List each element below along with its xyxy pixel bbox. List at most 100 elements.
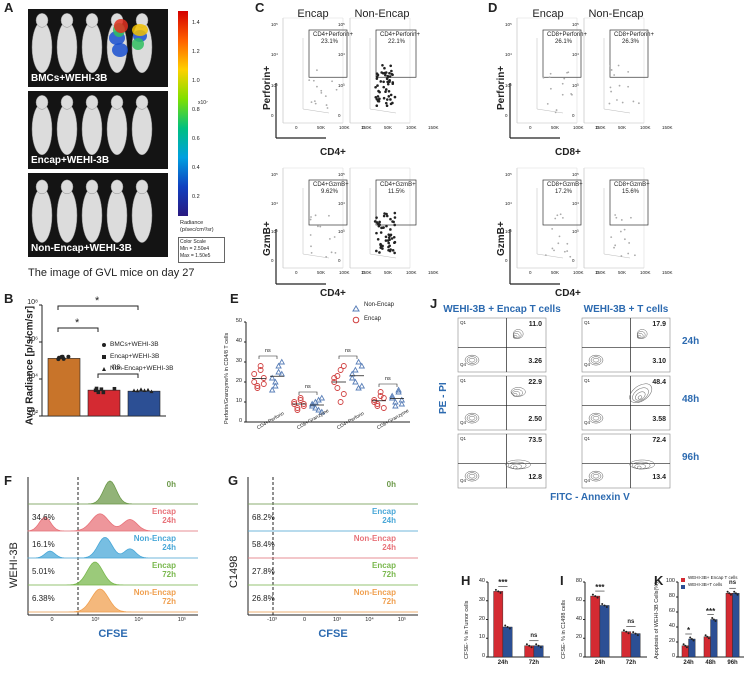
j-q3-value: 3.58 bbox=[652, 416, 666, 423]
flow-event bbox=[328, 238, 331, 240]
hist-pct: 26.8% bbox=[252, 594, 275, 603]
e-point-nonencap bbox=[398, 400, 406, 407]
flow-xtick: 0 bbox=[295, 125, 298, 130]
k-ylabel: Apoptosis of WEHI-3B Cells(%) bbox=[654, 581, 660, 659]
flow-event bbox=[609, 86, 612, 89]
flow-event bbox=[546, 102, 549, 105]
hist-sample-time: 72h bbox=[382, 597, 396, 606]
hist-sample-name: 0h bbox=[386, 480, 396, 489]
c-col-title: Encap bbox=[297, 8, 329, 20]
flow-event bbox=[610, 69, 613, 71]
flow-ytick: 10⁴ bbox=[572, 52, 579, 58]
hist-sample-time: 24h bbox=[162, 516, 176, 525]
hist-xtick: 10³ bbox=[333, 617, 341, 623]
flow-ytick: 0 bbox=[572, 113, 575, 118]
flow-event bbox=[326, 107, 329, 109]
signal-spot bbox=[132, 38, 144, 50]
i-bar bbox=[599, 605, 610, 658]
panel-e-label: E bbox=[230, 291, 239, 306]
k-xtick-label: 24h bbox=[683, 660, 694, 666]
mouse-head bbox=[35, 95, 49, 110]
flow-gate-name: CD8+Perforin+ bbox=[547, 32, 588, 38]
color-scale-min: Min = 2.50e4 bbox=[180, 246, 210, 252]
j-q3-value: 13.4 bbox=[652, 474, 666, 481]
j-q4-label: Q4 bbox=[584, 420, 591, 425]
mouse-head bbox=[35, 179, 49, 195]
k-sig-label: * bbox=[686, 626, 691, 635]
flow-event bbox=[384, 235, 388, 239]
flow-ytick: 10³ bbox=[338, 229, 345, 235]
e-point-encap bbox=[340, 363, 347, 369]
flow-event bbox=[542, 76, 545, 79]
k-point bbox=[736, 593, 739, 596]
hist-xtick: 10⁴ bbox=[365, 617, 374, 623]
color-scale-box bbox=[178, 237, 225, 263]
flow-event bbox=[376, 95, 380, 98]
e-legend-marker bbox=[352, 316, 360, 324]
hist-curve bbox=[28, 561, 198, 586]
h-point bbox=[508, 627, 511, 630]
k-point bbox=[734, 592, 737, 595]
flow-gate-name: CD8+Perforin+ bbox=[614, 32, 655, 38]
flow-event bbox=[387, 89, 391, 93]
h-point bbox=[530, 646, 533, 649]
flow-event bbox=[570, 93, 573, 95]
hist-xtick: 10⁴ bbox=[134, 617, 143, 623]
e-point-nonencap bbox=[268, 374, 276, 381]
flow-ytick: 10⁴ bbox=[271, 200, 278, 206]
hist-pct: 6.38% bbox=[32, 594, 55, 603]
radiance-colorbar bbox=[178, 11, 188, 216]
flow-xtick: 150K bbox=[662, 270, 673, 275]
e-ytick-label: 50 bbox=[235, 318, 242, 324]
panel-d-label: D bbox=[488, 0, 498, 15]
j-q3-value: 12.8 bbox=[528, 474, 542, 481]
flow-event bbox=[393, 211, 397, 215]
flow-xtick: 100K bbox=[339, 125, 350, 130]
colorbar-tick: 0.8 bbox=[192, 107, 200, 113]
mouse-head bbox=[85, 95, 99, 110]
hist-sample-time: 72h bbox=[162, 597, 176, 606]
h-point bbox=[535, 643, 538, 646]
flow-event bbox=[375, 231, 378, 235]
flow-xtick: 100K bbox=[640, 270, 651, 275]
e-point-encap bbox=[257, 367, 264, 373]
e-legend-label: Encap bbox=[364, 316, 382, 322]
hist-sample-time: 24h bbox=[162, 543, 176, 552]
flow-event bbox=[555, 109, 558, 111]
b-point bbox=[94, 386, 99, 391]
flow-event bbox=[389, 228, 392, 231]
flow-gate bbox=[308, 29, 348, 78]
i-point bbox=[596, 596, 599, 599]
flow-event bbox=[608, 102, 611, 105]
flow-event bbox=[551, 247, 554, 250]
flow-event bbox=[382, 226, 385, 229]
flow-event bbox=[633, 254, 636, 257]
b-ytick-label: 10⁸ bbox=[27, 299, 38, 306]
j-contour bbox=[632, 387, 649, 402]
e-point-encap bbox=[371, 397, 378, 403]
j-q1-label: Q1 bbox=[460, 378, 467, 383]
b-sig-label: * bbox=[75, 317, 80, 329]
i-ytick-label: 0 bbox=[578, 653, 582, 659]
hist-sample-time: 72h bbox=[162, 570, 176, 579]
d-col-title: Non-Encap bbox=[588, 8, 644, 20]
b-point bbox=[61, 356, 66, 361]
e-point-encap bbox=[291, 399, 298, 405]
b-point bbox=[132, 388, 136, 393]
i-point bbox=[594, 595, 597, 598]
colorbar-tick: 0.2 bbox=[192, 194, 200, 200]
flow-event bbox=[393, 95, 397, 99]
flow-ytick: 10³ bbox=[271, 82, 278, 88]
flow-event bbox=[385, 224, 388, 228]
flow-event bbox=[316, 69, 318, 72]
j-contour bbox=[466, 472, 478, 480]
b-point bbox=[96, 390, 101, 395]
h-sig-label: ns bbox=[530, 632, 538, 639]
j-q4-label: Q4 bbox=[584, 478, 591, 483]
flow-event bbox=[320, 91, 323, 94]
h-point bbox=[497, 590, 500, 593]
hist-sample-name: Non-Encap bbox=[133, 588, 176, 597]
k-bar bbox=[688, 638, 696, 658]
j-contour bbox=[588, 354, 604, 366]
panel-f-label: F bbox=[4, 473, 12, 488]
